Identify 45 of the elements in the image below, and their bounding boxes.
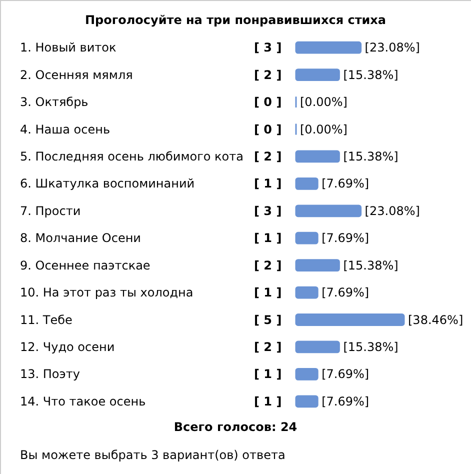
y-tick-label: 6. Шкатулка воспоминаний bbox=[20, 176, 195, 191]
data-label: [23.08%] bbox=[364, 40, 420, 55]
y-tick-label: 11. Тебе bbox=[20, 312, 72, 327]
text: [ 2 ] bbox=[254, 68, 282, 82]
text: [ 2 ] bbox=[254, 340, 282, 354]
y-tick-label: 4. Наша осень bbox=[20, 122, 110, 136]
data-label: [0.00%] bbox=[300, 122, 348, 136]
text: [ 2 ] bbox=[254, 258, 282, 272]
text: [ 1 ] bbox=[254, 367, 282, 382]
chart-title: Проголосуйте на три понравившихся стиха bbox=[84, 13, 386, 27]
y-tick-label: 12. Чудо осени bbox=[20, 340, 115, 354]
data-label: [23.08%] bbox=[364, 204, 420, 218]
text: [ 0 ] bbox=[254, 95, 282, 110]
data-label: [15.38%] bbox=[343, 68, 398, 82]
data-label: [7.69%] bbox=[322, 394, 370, 408]
text: [ 3 ] bbox=[254, 40, 282, 55]
data-label: [7.69%] bbox=[322, 286, 370, 300]
text: [ 2 ] bbox=[254, 149, 282, 164]
y-tick-label: 3. Октябрь bbox=[20, 95, 88, 110]
text: [ 0 ] bbox=[254, 122, 282, 136]
text: [ 3 ] bbox=[254, 204, 282, 218]
text: [ 1 ] bbox=[254, 286, 282, 300]
data-label: [15.38%] bbox=[343, 258, 398, 272]
text: [ 1 ] bbox=[254, 231, 282, 246]
data-label: [7.69%] bbox=[322, 176, 370, 191]
y-tick-label: 5. Последняя осень любимого кота bbox=[20, 149, 244, 164]
y-tick-label: 8. Молчание Осени bbox=[20, 231, 141, 246]
text: [ 1 ] bbox=[254, 394, 282, 408]
text: [ 5 ] bbox=[254, 312, 282, 327]
text: Всего голосов: 24 bbox=[174, 420, 298, 434]
y-tick-label: 7. Прости bbox=[20, 204, 81, 218]
y-tick-label: 9. Осеннее паэтскае bbox=[20, 258, 150, 272]
y-tick-label: 13. Поэту bbox=[20, 367, 80, 382]
data-label: [0.00%] bbox=[300, 95, 348, 110]
data-label: [15.38%] bbox=[343, 149, 398, 164]
y-tick-label: 10. На этот раз ты холодна bbox=[20, 286, 194, 300]
data-label: [38.46%] bbox=[408, 312, 464, 327]
data-label: [7.69%] bbox=[322, 231, 370, 246]
data-label: [15.38%] bbox=[343, 340, 398, 354]
y-tick-label: 1. Новый виток bbox=[20, 40, 116, 55]
text: Вы можете выбрать 3 вариант(ов) ответа bbox=[20, 448, 286, 462]
text: [ 1 ] bbox=[254, 176, 282, 191]
y-tick-label: 2. Осенняя мямля bbox=[20, 68, 133, 82]
data-label: [7.69%] bbox=[322, 367, 370, 382]
y-tick-label: 14. Что такое осень bbox=[20, 394, 146, 408]
